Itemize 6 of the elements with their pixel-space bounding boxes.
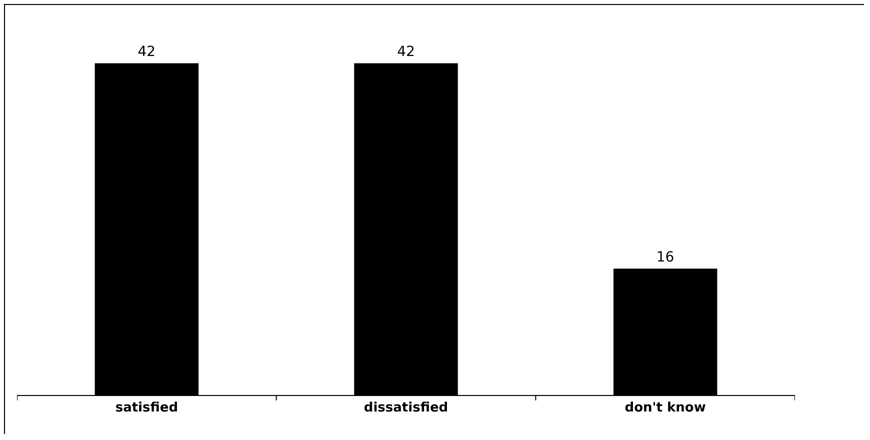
x-tick-label: dissatisfied bbox=[364, 400, 448, 416]
x-tick-label: satisfied bbox=[115, 400, 178, 416]
data-label: 16 bbox=[656, 250, 674, 266]
x-tick-label: don't know bbox=[624, 400, 706, 416]
data-label: 42 bbox=[138, 44, 156, 60]
data-label: 42 bbox=[397, 44, 415, 60]
